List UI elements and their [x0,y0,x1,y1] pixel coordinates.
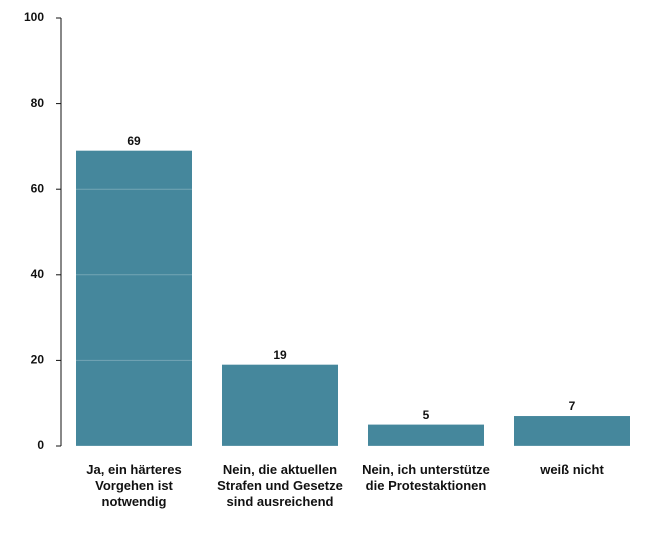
value-label: 19 [273,348,287,362]
x-tick-label: Ja, ein härteres Vorgehen ist notwendig [86,462,182,509]
y-tick-label: 100 [24,10,44,24]
y-tick-label: 40 [31,267,45,281]
value-label: 7 [569,399,576,413]
bar [368,424,484,446]
x-tick-label: Nein, die aktuellen Strafen und Gesetze … [217,462,343,509]
y-tick-label: 60 [31,181,45,195]
x-tick-label: Nein, ich unterstütze die Protestaktione… [362,462,490,493]
bar [76,150,192,446]
value-label: 69 [127,134,141,148]
y-tick-label: 20 [31,353,45,367]
y-tick-label: 0 [37,438,44,452]
y-tick-label: 80 [31,96,45,110]
value-label: 5 [423,408,430,422]
x-tick-label: weiß nicht [540,462,604,477]
bar [514,416,630,446]
bar [222,364,338,446]
